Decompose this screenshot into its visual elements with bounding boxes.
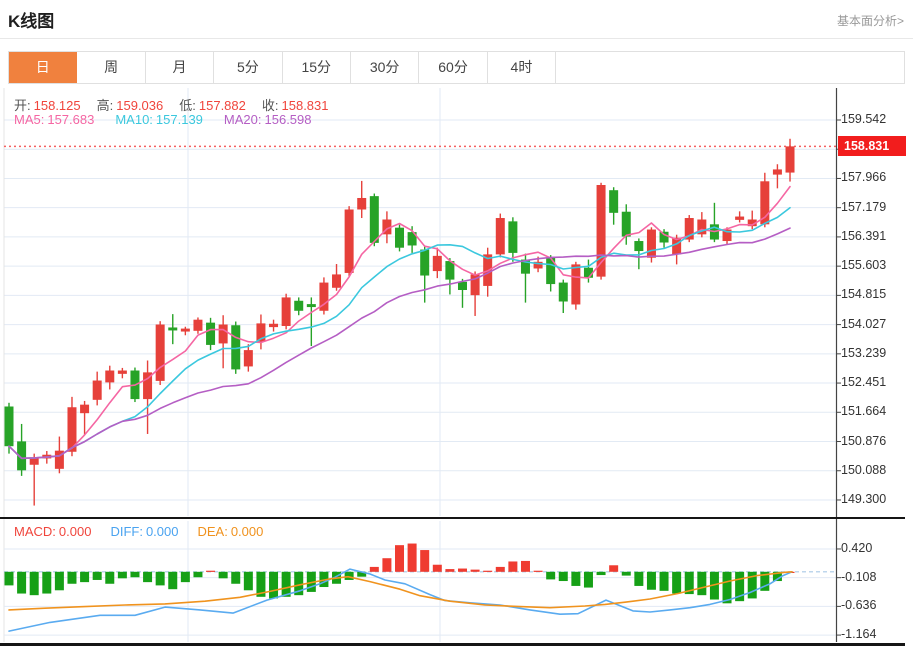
tab-周[interactable]: 周 — [77, 52, 146, 83]
price-tick-label: 155.603 — [841, 258, 887, 273]
price-tick-label: 152.451 — [841, 375, 887, 390]
ma10-readout: MA10: 157.139 — [115, 112, 203, 127]
macd-tick-label: 0.420 — [841, 540, 873, 555]
price-tick-label: 153.239 — [841, 345, 887, 360]
page-title: K线图 — [8, 12, 55, 31]
tab-日[interactable]: 日 — [9, 52, 78, 83]
tab-月[interactable]: 月 — [146, 52, 215, 83]
tabstrip-filler — [556, 52, 904, 83]
macd-readout: MACD: 0.000 DIFF: 0.000 DEA: 0.000 — [14, 524, 266, 539]
price-tick-label: 150.088 — [841, 462, 887, 477]
dea-value-readout: DEA: 0.000 — [197, 524, 264, 539]
current-price-badge: 158.831 — [838, 136, 906, 156]
open-readout: 开: 158.125 — [14, 98, 81, 113]
price-tick-label: 157.179 — [841, 199, 887, 214]
price-tick-label: 159.542 — [841, 112, 887, 126]
ma5-readout: MA5: 157.683 — [14, 112, 95, 127]
tab-60分[interactable]: 60分 — [419, 52, 488, 83]
tab-4时[interactable]: 4时 — [488, 52, 557, 83]
ohlc-readout: 开: 158.125 高: 159.036 低: 157.882 收: 158.831 — [14, 95, 332, 114]
macd-tick-label: -0.108 — [841, 569, 877, 584]
price-tick-label: 154.815 — [841, 287, 887, 302]
price-tick-label: 154.027 — [841, 316, 887, 331]
high-readout: 高: 159.036 — [96, 98, 164, 113]
diff-value-readout: DIFF: 0.000 — [110, 524, 179, 539]
ma-readout: MA5: 157.683 MA10: 157.139 MA20: 156.598 — [14, 112, 315, 127]
price-tick-label: 156.391 — [841, 228, 887, 243]
ma20-readout: MA20: 156.598 — [223, 112, 312, 127]
price-tick-label: 157.966 — [841, 170, 887, 185]
title-divider — [0, 38, 913, 39]
price-tick-label: 149.300 — [841, 491, 887, 506]
macd-tick-label: -0.636 — [841, 598, 877, 613]
price-tick-label: 151.664 — [841, 404, 887, 419]
macd-value-readout: MACD: 0.000 — [14, 524, 92, 539]
low-readout: 低: 157.882 — [179, 98, 246, 113]
close-readout: 收: 158.831 — [261, 98, 329, 113]
interval-tabstrip: 日周月 5分 15分 30分 60分 4时 — [8, 51, 905, 84]
tab-30分[interactable]: 30分 — [351, 52, 420, 83]
fundamental-analysis-link[interactable]: 基本面分析> — [836, 14, 904, 28]
tab-15分[interactable]: 15分 — [283, 52, 351, 83]
tab-5分[interactable]: 5分 — [214, 52, 283, 83]
macd-tick-label: -1.164 — [841, 627, 877, 642]
price-tick-label: 150.876 — [841, 433, 887, 448]
